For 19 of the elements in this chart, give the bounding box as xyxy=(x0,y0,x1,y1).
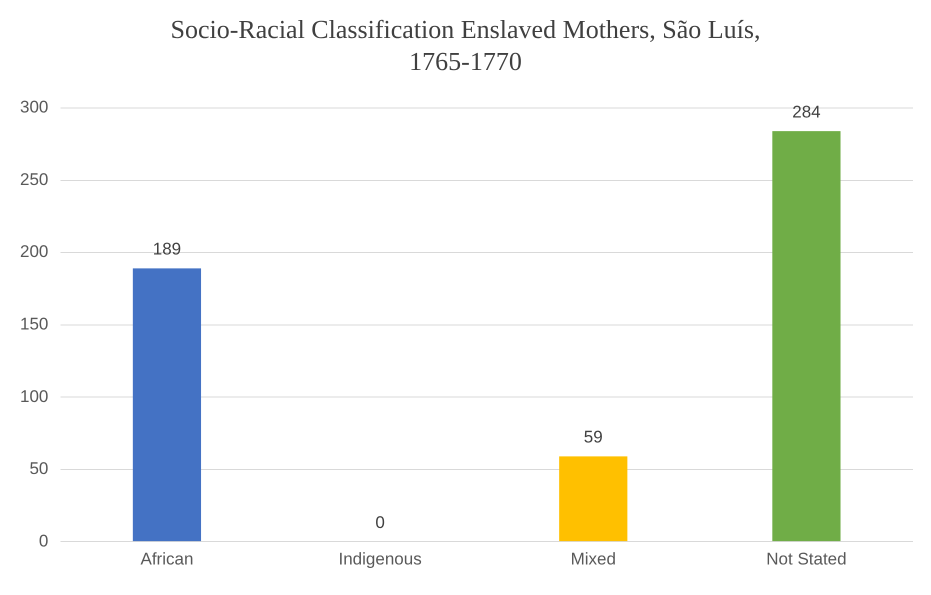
bar xyxy=(132,268,202,542)
bar xyxy=(772,131,841,542)
y-tick-label: 300 xyxy=(20,98,48,117)
data-label: 189 xyxy=(152,240,182,259)
y-tick-label: 250 xyxy=(20,170,48,189)
chart-title: Socio-Racial Classification Enslaved Mothers, São Luís, 1765-1770 xyxy=(170,14,762,78)
y-tick-label: 0 xyxy=(38,531,48,550)
y-tick-label: 100 xyxy=(20,386,48,406)
x-tick-label: Mixed xyxy=(570,549,616,568)
bar xyxy=(559,456,628,542)
y-tick-label: 50 xyxy=(29,459,48,478)
data-label: 59 xyxy=(584,428,603,447)
x-tick-label: Not Stated xyxy=(766,549,847,568)
x-tick-label: Indigenous xyxy=(338,549,422,568)
y-tick-label: 150 xyxy=(20,314,48,334)
y-tick-label: 200 xyxy=(20,242,48,262)
data-label: 284 xyxy=(792,102,821,122)
data-label: 0 xyxy=(375,512,385,532)
x-tick-label: African xyxy=(140,549,194,568)
